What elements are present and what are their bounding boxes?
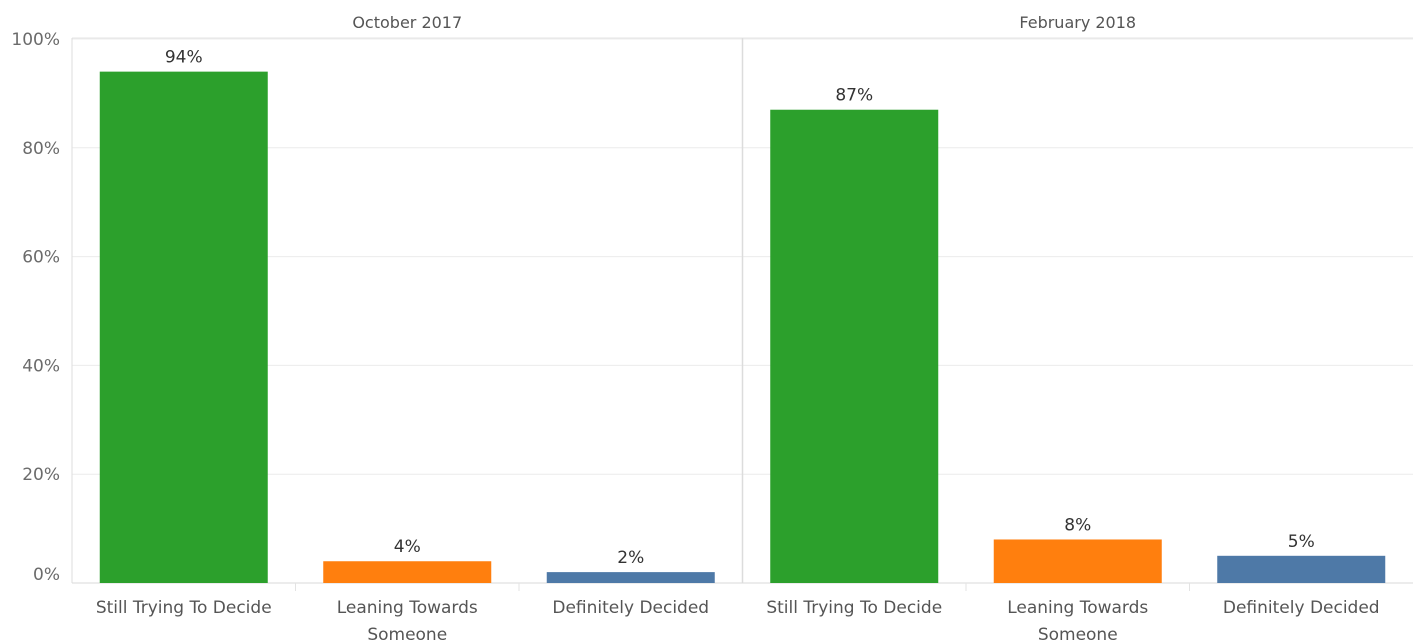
panel-title: February 2018 — [1019, 13, 1136, 32]
bar — [993, 539, 1162, 583]
x-tick-label: Still Trying To Decide — [96, 598, 272, 618]
y-tick-label: 0% — [33, 565, 60, 585]
x-tick-label: Someone — [367, 625, 447, 642]
bar — [770, 109, 939, 583]
bar — [323, 561, 492, 583]
x-tick-label: Leaning Towards — [337, 598, 478, 618]
data-label: 94% — [165, 48, 203, 68]
data-label: 87% — [835, 86, 873, 106]
bar — [546, 572, 715, 583]
y-tick-label: 100% — [11, 30, 60, 50]
y-tick-label: 20% — [22, 465, 60, 485]
x-tick-label: Leaning Towards — [1007, 598, 1148, 618]
data-label: 2% — [617, 548, 644, 568]
y-tick-label: 60% — [22, 248, 60, 268]
x-tick-label: Someone — [1038, 625, 1118, 642]
data-label: 8% — [1064, 515, 1091, 535]
data-label: 5% — [1288, 532, 1315, 552]
bar — [99, 71, 268, 583]
panel-title: October 2017 — [352, 13, 462, 32]
y-tick-label: 40% — [22, 356, 60, 376]
x-tick-label: Definitely Decided — [552, 598, 709, 618]
bar — [1217, 555, 1386, 583]
x-tick-label: Still Trying To Decide — [766, 598, 942, 618]
data-label: 4% — [394, 537, 421, 557]
x-tick-label: Definitely Decided — [1223, 598, 1380, 618]
y-tick-label: 80% — [22, 139, 60, 159]
